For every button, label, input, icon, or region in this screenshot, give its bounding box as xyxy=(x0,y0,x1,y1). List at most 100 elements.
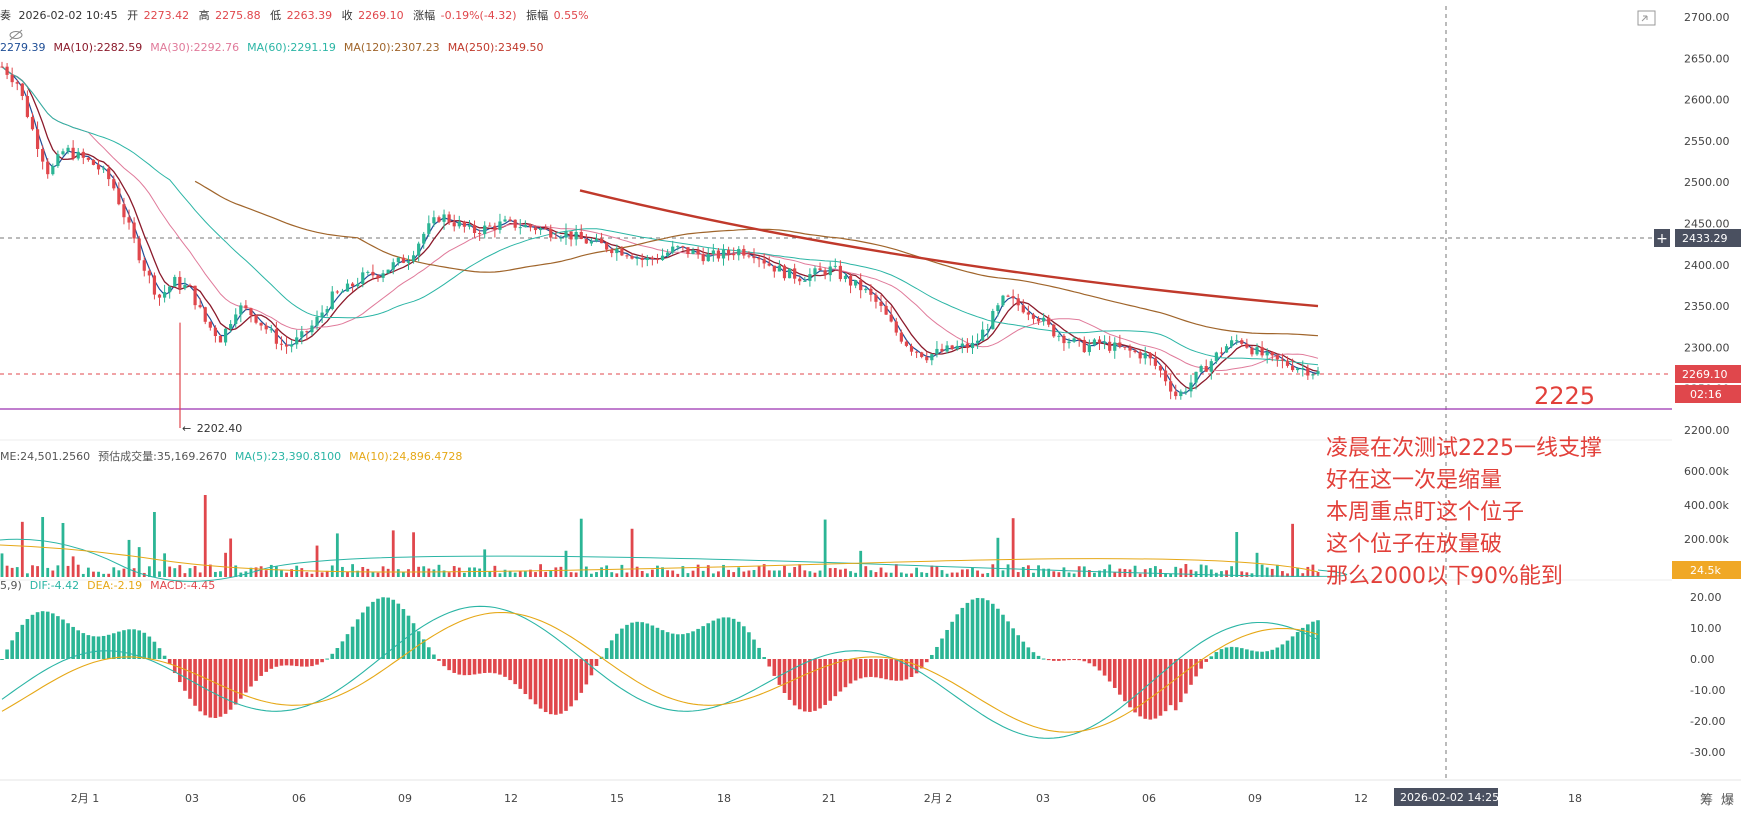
volume-bar xyxy=(1154,566,1157,577)
candle-body xyxy=(635,257,639,259)
time-tick: 18 xyxy=(717,792,731,805)
volume-bar xyxy=(1270,568,1274,577)
volume-bar xyxy=(935,566,939,577)
price-axis[interactable]: 2700.00 2650.00 2600.00 2550.00 2500.00 2450.… xyxy=(1684,11,1730,437)
macd-bar xyxy=(691,631,695,659)
macd-axis[interactable]: 20.00 10.00 0.00 -10.00 -20.00 -30.00 xyxy=(1690,591,1725,759)
crosshair-price-tag: + 2433.29 xyxy=(1654,229,1741,247)
macd-bar xyxy=(777,659,782,685)
volume-bar xyxy=(849,571,852,577)
macd-bar xyxy=(1234,647,1239,659)
candle-body xyxy=(1270,352,1274,356)
candle-body xyxy=(848,275,853,286)
volume-bar xyxy=(290,569,294,577)
volume-bar xyxy=(727,569,730,577)
volume-bar xyxy=(534,572,537,577)
candle-body xyxy=(1057,335,1061,337)
candle-body xyxy=(315,317,319,326)
volume-bar xyxy=(747,570,751,577)
volume-bar xyxy=(610,572,614,577)
volume-bar xyxy=(26,573,29,577)
volume-bar xyxy=(513,572,517,577)
liquidation-button[interactable]: 爆 xyxy=(1721,793,1734,808)
candle-body xyxy=(950,345,954,350)
volume-axis[interactable]: 600.00k 400.00k 200.00k xyxy=(1684,465,1729,546)
candle-body xyxy=(335,291,339,293)
macd-bar xyxy=(940,638,944,659)
macd-bar xyxy=(427,647,431,659)
macd-bar xyxy=(574,659,578,701)
volume-bar xyxy=(523,571,527,577)
candle-body xyxy=(899,332,903,342)
macd-bar xyxy=(797,659,802,710)
macd-bar xyxy=(1229,646,1234,659)
macd-bar xyxy=(980,598,985,659)
volume-bar xyxy=(412,532,415,577)
candle-body xyxy=(523,224,527,228)
macd-bar xyxy=(401,609,406,659)
macd-bar xyxy=(340,641,345,659)
chip-button[interactable]: 筹 xyxy=(1700,792,1713,808)
expand-icon[interactable] xyxy=(1637,10,1656,26)
macd-bar xyxy=(437,659,441,661)
candle-body xyxy=(1189,382,1193,392)
plus-icon[interactable]: + xyxy=(1656,231,1668,247)
volume-bar xyxy=(818,570,822,577)
candle-body xyxy=(1123,346,1127,348)
volume-bar xyxy=(1001,570,1005,577)
macd-bar xyxy=(1224,647,1229,659)
time-tick: 09 xyxy=(398,792,412,805)
red-trendline[interactable] xyxy=(579,189,1319,308)
volume-bar xyxy=(402,572,405,577)
candle-body xyxy=(767,263,771,266)
macd-bar xyxy=(381,597,385,659)
volume-bar xyxy=(498,573,502,577)
time-axis[interactable]: 2月 1 03 06 09 12 15 18 21 2月 2 03 06 09 12 18 xyxy=(71,792,1582,805)
volume-bar xyxy=(1291,523,1294,577)
macd-bar xyxy=(45,611,50,659)
ma250-trendline[interactable] xyxy=(579,189,1319,308)
macd-bar xyxy=(264,659,269,672)
open-value: 2273.42 xyxy=(144,9,190,22)
candle-body xyxy=(1275,355,1279,360)
candle-body xyxy=(1260,347,1264,356)
candle-body xyxy=(198,305,202,308)
candle-body xyxy=(716,250,721,259)
candlestick-series xyxy=(0,61,1320,429)
time-tick: 09 xyxy=(1248,792,1262,805)
candle-body xyxy=(178,276,182,289)
macd-bar xyxy=(787,659,792,700)
macd-bar xyxy=(142,632,147,659)
candle-body xyxy=(5,66,9,75)
candle-body xyxy=(310,325,314,333)
support-level-label: 2225 xyxy=(1534,382,1595,410)
macd-bar xyxy=(1072,659,1076,660)
macd-bar xyxy=(675,634,680,659)
macd-bar xyxy=(782,659,787,693)
macd-bar xyxy=(137,630,141,659)
candle-body xyxy=(1219,352,1224,354)
candle-body xyxy=(1102,341,1107,344)
volume-bar xyxy=(529,569,532,577)
candle-body xyxy=(427,223,431,234)
candle-body xyxy=(488,225,492,227)
macd-bar xyxy=(1168,659,1173,706)
volume-bar xyxy=(295,565,299,577)
volume-bar xyxy=(590,573,593,577)
candle-body xyxy=(269,329,273,331)
legend-item: MA(30):2292.76 xyxy=(150,41,239,54)
eye-hidden-icon[interactable] xyxy=(9,29,23,41)
amp-label: 振幅 xyxy=(526,8,548,22)
volume-bar xyxy=(549,571,553,577)
volume-bar xyxy=(112,567,116,577)
volume-bar xyxy=(127,539,131,577)
macd-lines xyxy=(1,605,1319,739)
volume-bar xyxy=(335,533,339,577)
candle-body xyxy=(1036,318,1041,322)
legend-item: 5,9) xyxy=(0,579,22,592)
candle-body xyxy=(655,258,660,261)
volume-bar xyxy=(793,566,797,577)
volume-bar xyxy=(1275,564,1279,577)
volume-value: 24.5k xyxy=(1690,564,1721,577)
